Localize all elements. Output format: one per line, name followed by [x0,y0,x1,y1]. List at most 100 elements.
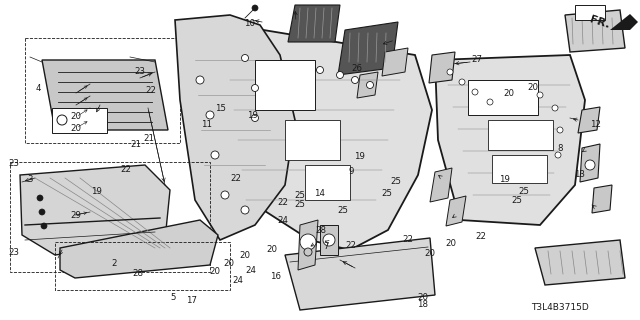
Text: 19: 19 [248,111,258,120]
Text: 20: 20 [70,112,81,121]
Text: 20: 20 [266,245,277,254]
Polygon shape [535,240,625,285]
Text: 23: 23 [8,248,20,257]
Circle shape [304,248,312,256]
Text: 7: 7 [324,242,329,251]
Polygon shape [357,72,378,98]
Text: 20: 20 [527,83,538,92]
Text: 19: 19 [91,187,101,196]
Text: 4: 4 [36,84,41,93]
Bar [55,242,230,290]
Text: 25: 25 [390,177,401,186]
Text: 22: 22 [145,86,157,95]
Text: 26: 26 [351,64,363,73]
Circle shape [57,115,67,125]
Text: 25: 25 [381,189,392,198]
Circle shape [241,206,249,214]
Polygon shape [565,10,625,52]
Text: 11: 11 [200,120,212,129]
Polygon shape [382,48,408,76]
Text: 19: 19 [355,152,365,161]
Circle shape [211,151,219,159]
Circle shape [337,71,344,78]
Text: 18: 18 [417,300,428,309]
Text: 21: 21 [130,140,141,149]
Text: 16: 16 [269,272,281,281]
Text: T3L4B3715D: T3L4B3715D [531,303,589,313]
Circle shape [221,191,229,199]
Text: 14: 14 [314,189,326,198]
Text: 23: 23 [8,159,20,168]
Bar [10,162,210,272]
Bar [488,120,553,150]
Text: 3: 3 [28,175,33,184]
Text: FR.: FR. [589,14,611,30]
Circle shape [447,69,453,75]
Text: 20: 20 [424,249,436,258]
Polygon shape [20,165,170,255]
Circle shape [252,115,259,122]
Circle shape [252,84,259,92]
Text: 2: 2 [111,260,116,268]
Text: 25: 25 [294,200,305,209]
Circle shape [351,76,358,84]
Circle shape [39,209,45,215]
Text: 25: 25 [518,187,529,196]
Polygon shape [430,168,452,202]
Circle shape [555,152,561,158]
Text: 20: 20 [503,89,515,98]
Text: 12: 12 [589,120,601,129]
Text: 22: 22 [120,165,131,174]
Bar [255,60,315,110]
Circle shape [487,99,493,105]
Polygon shape [592,185,612,213]
Text: 13: 13 [573,170,585,179]
Circle shape [206,111,214,119]
Circle shape [557,127,563,133]
Circle shape [367,82,374,89]
Text: 8: 8 [557,144,563,153]
Polygon shape [580,144,600,182]
Circle shape [252,5,258,11]
Bar [25,38,180,143]
Polygon shape [610,14,638,30]
Circle shape [585,160,595,170]
Text: 17: 17 [186,296,198,305]
Circle shape [300,234,316,250]
Polygon shape [285,238,435,310]
Text: 25: 25 [511,196,523,204]
Polygon shape [298,220,318,270]
Text: 22: 22 [230,174,241,183]
Bar [575,5,605,20]
Circle shape [323,234,335,246]
Circle shape [537,92,543,98]
Text: 10: 10 [244,19,255,28]
Polygon shape [42,60,168,130]
Circle shape [37,195,43,201]
Text: 20: 20 [70,124,81,133]
Text: 23: 23 [134,67,145,76]
Text: 22: 22 [403,235,414,244]
Bar [320,225,338,255]
Text: 25: 25 [337,206,349,215]
Text: 22: 22 [345,241,356,250]
Text: 24: 24 [277,216,289,225]
Text: 25: 25 [294,191,305,200]
Polygon shape [60,220,218,278]
Text: 19: 19 [499,175,509,184]
Text: 27: 27 [471,55,483,64]
Polygon shape [288,5,340,42]
Circle shape [317,67,323,74]
Text: 20: 20 [223,260,235,268]
Text: 22: 22 [476,232,487,241]
Circle shape [41,223,47,229]
Bar [468,80,538,115]
Text: 24: 24 [245,266,257,275]
Circle shape [241,54,248,61]
Bar [492,155,547,183]
Bar [285,120,340,160]
Text: 20: 20 [417,293,428,302]
Text: 22: 22 [277,198,289,207]
Text: 24: 24 [232,276,244,285]
Text: 5: 5 [170,293,175,302]
